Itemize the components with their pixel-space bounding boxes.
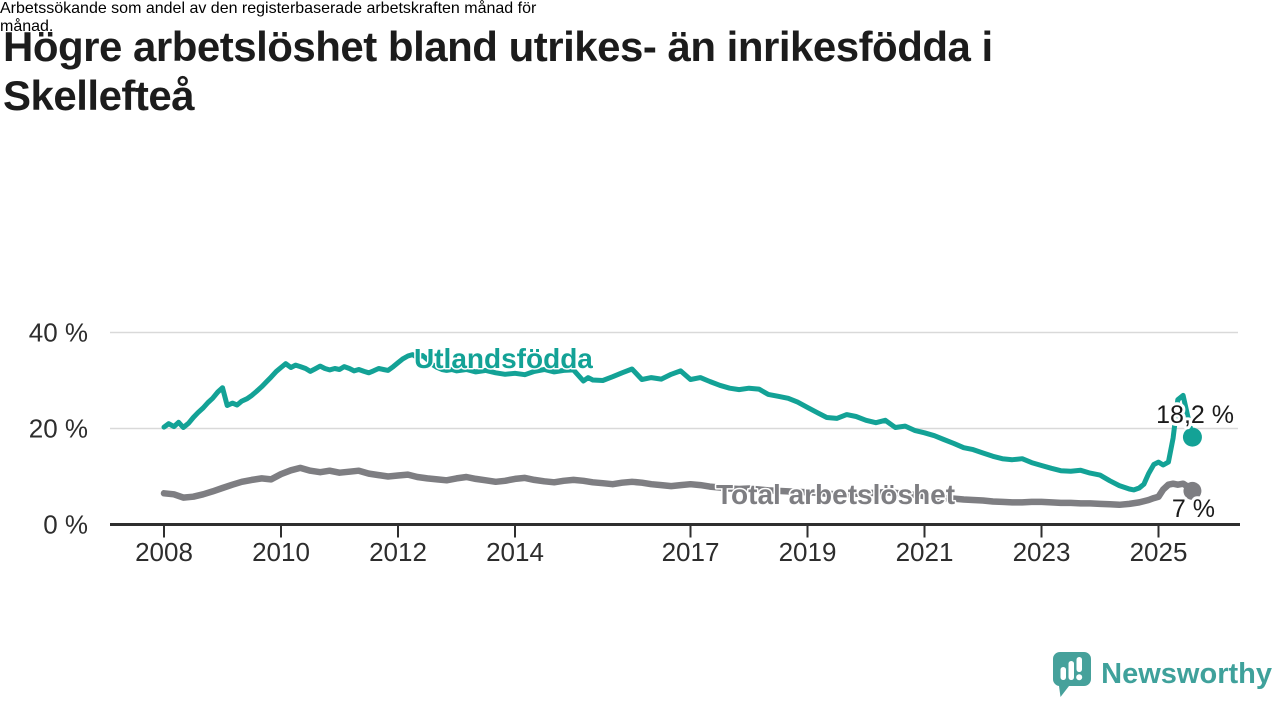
chart-dynamic-layer: 2008 2010 2012 2014 2017 2019 2021 2023 2025 0 % 2… [29,318,1240,567]
page-title: Högre arbetslöshet bland utrikes- än inr… [3,22,1273,120]
bar-small [1060,667,1067,680]
x-tick-label-2017: 2017 [662,537,720,567]
end-dot-total-arbetsloshet [1183,481,1202,500]
newsworthy-bubble-icon [1053,652,1092,697]
line-utlandsfodda [161,352,1195,493]
x-tick-label-2019: 2019 [779,537,837,567]
page-title-line2: Skellefteå [3,72,195,119]
line-total-arbetsloshet [160,464,1196,509]
end-value-label-utlandsfodda: 18,2 % [1156,401,1234,429]
series-label-utlandsfodda: Utlandsfödda [414,343,593,374]
x-tick-label-2014: 2014 [486,537,544,567]
end-dot-utlandsfodda [1182,427,1202,447]
x-tick-label-2010: 2010 [252,537,310,567]
y-tick-label-0: 0 % [43,510,88,540]
y-tick-label-20: 20 % [29,414,88,444]
x-tick-label-2025: 2025 [1130,537,1188,567]
x-tick-label-2023: 2023 [1013,537,1071,567]
x-tick-label-2012: 2012 [369,537,427,567]
page-subtitle-line1: Arbetssökande som andel av den registerb… [0,0,537,17]
bar-tall [1068,661,1075,680]
newsworthy-logo: Newsworthy [1051,650,1272,699]
page-subtitle-line2: månad. [0,18,54,35]
x-tick-label-2021: 2021 [896,537,954,567]
page-title-line1: Högre arbetslöshet bland utrikes- än inr… [3,23,993,70]
end-value-label-total: 7 % [1172,495,1215,523]
exclamation-bar [1076,657,1083,672]
brand-name: Newsworthy [1101,658,1272,690]
exclamation-dot [1076,674,1083,681]
series-label-total-arbetsloshet: Total arbetslöshet [716,479,955,510]
y-tick-label-40: 40 % [29,318,88,348]
x-tick-label-2008: 2008 [135,537,193,567]
